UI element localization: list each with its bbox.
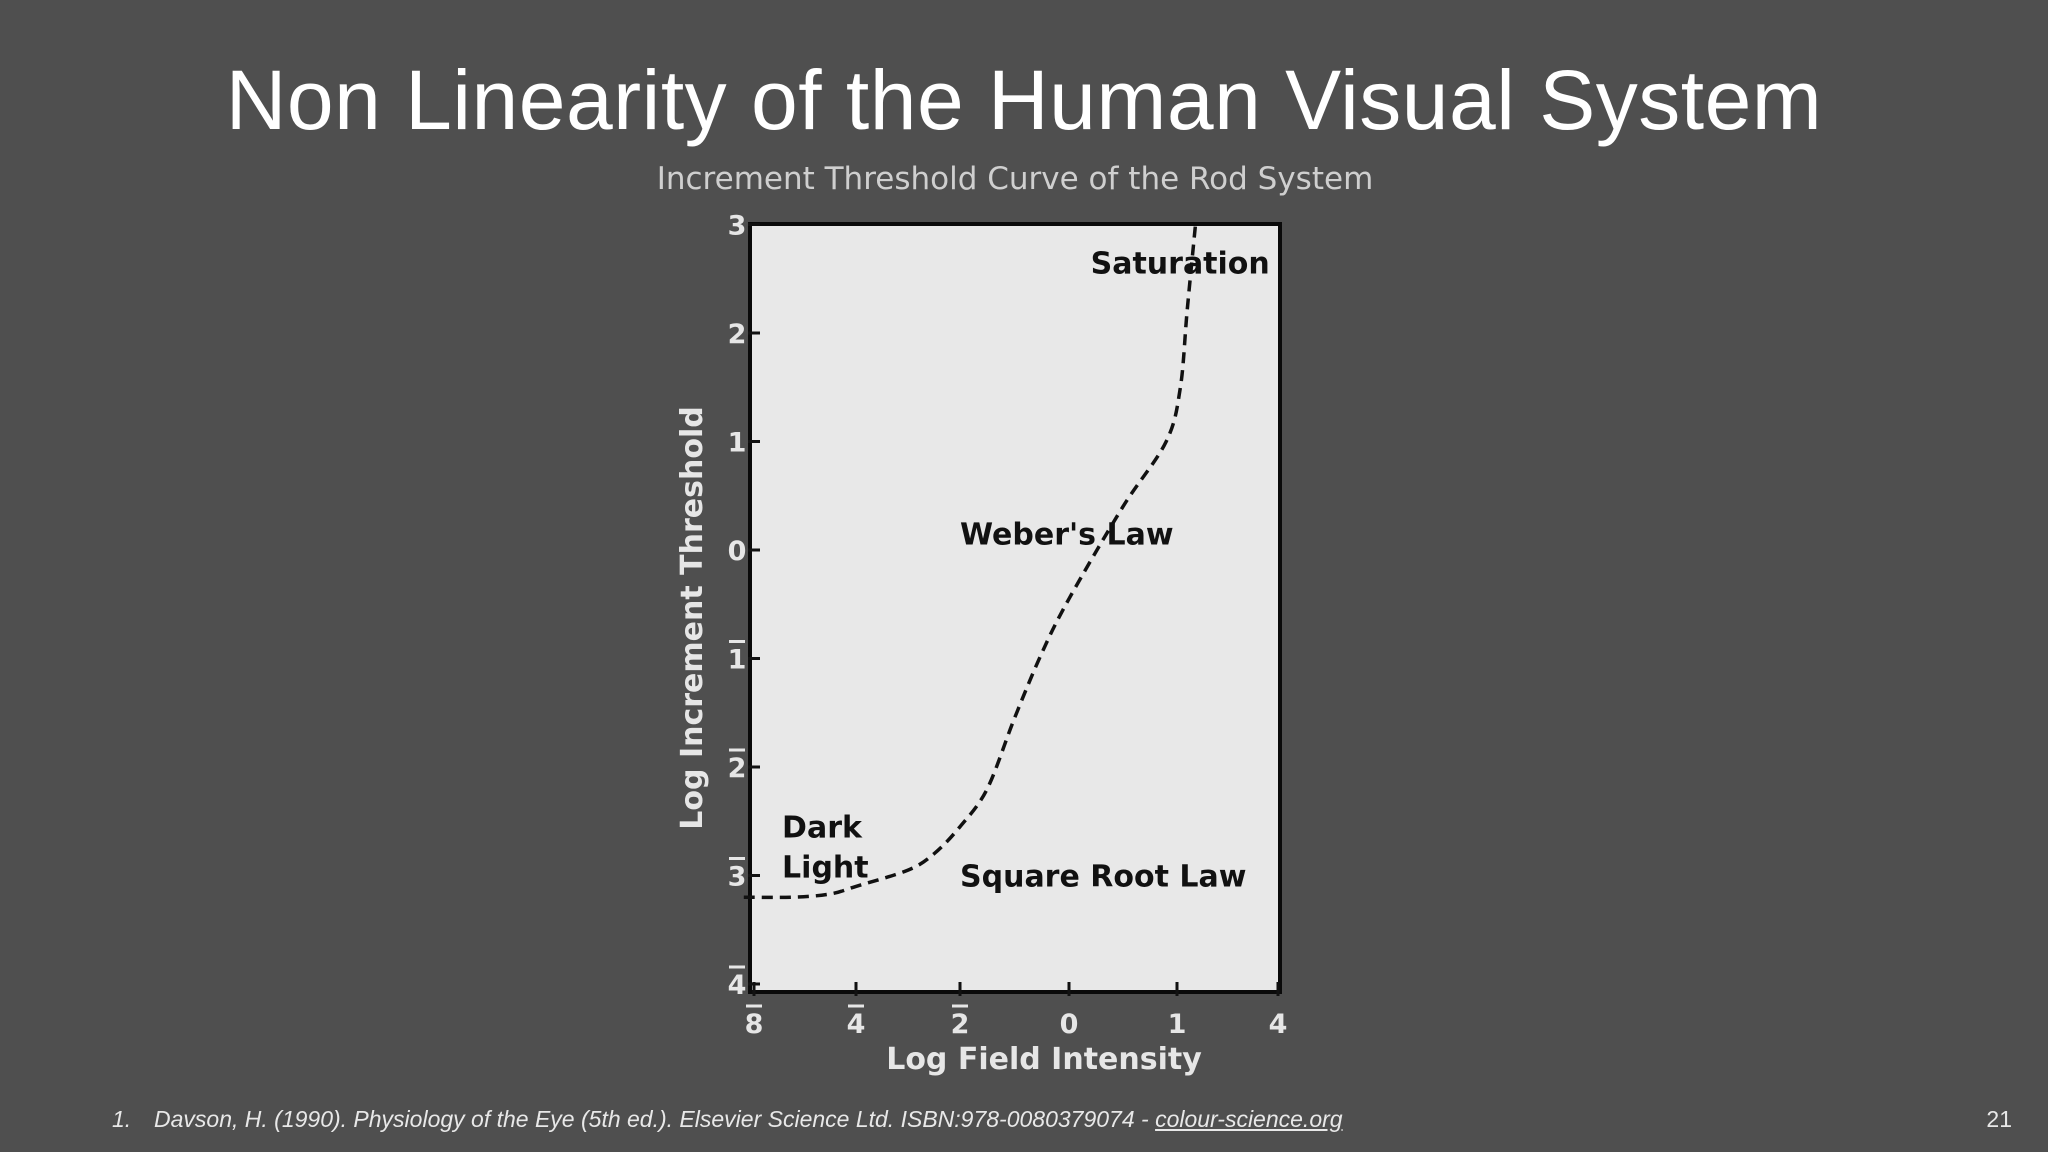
annotation-label: Weber's Law [960,518,1174,553]
y-tick-label: 3 [728,862,747,893]
y-tick-label: 4 [728,970,747,1001]
x-tick-label: 8 [745,1009,764,1040]
annotation-label: Light [782,851,869,886]
footnote-number: 1. [112,1106,132,1132]
x-tick-label: 0 [1060,1009,1079,1040]
y-tick-label: 2 [728,319,747,350]
x-tick-label: 1 [1168,1009,1187,1040]
slide-title: Non Linearity of the Human Visual System [225,53,1823,147]
y-tick-label: 3 [728,211,747,242]
x-axis-label: Log Field Intensity [886,1042,1202,1077]
x-tick-label: 2 [951,1009,970,1040]
y-tick-label: 1 [728,645,747,676]
y-tick-label: 1 [728,428,747,459]
chart-title: Increment Threshold Curve of the Rod Sys… [657,161,1374,197]
y-tick-label: 0 [728,536,747,567]
annotation-label: Dark [782,811,863,846]
annotations: Saturation Weber's Law Dark Light Square Roo… [782,246,1270,894]
x-tick-label: 4 [847,1009,866,1040]
y-axis-label: Log Increment Threshold [675,406,710,829]
y-tick-label: 2 [728,753,747,784]
page-number: 21 [1986,1106,2012,1132]
footnote-link[interactable]: colour-science.org [1155,1106,1343,1132]
annotation-label: Square Root Law [960,859,1246,894]
annotation-label: Saturation [1091,246,1270,281]
x-tick-label: 4 [1269,1009,1288,1040]
footnote: 1. Davson, H. (1990). Physiology of the E… [112,1106,1343,1133]
plot-area [748,222,1282,994]
axis-ticks: 8 4 2 0 1 4 4 3 2 1 0 1 2 3 [728,211,1288,1041]
footnote-citation: Davson, H. (1990). Physiology of the Eye… [154,1106,1156,1132]
